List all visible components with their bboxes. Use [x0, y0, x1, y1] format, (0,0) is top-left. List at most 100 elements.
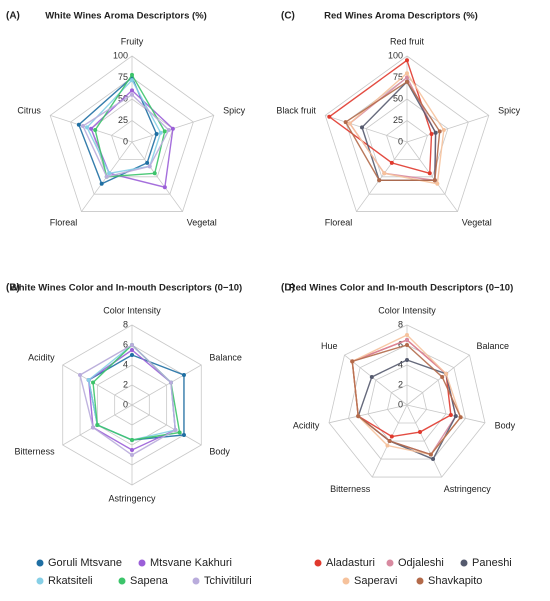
grid-line	[386, 120, 428, 160]
point	[405, 338, 409, 342]
chart-title: Red Wines Color and In-mouth Descriptors…	[289, 283, 514, 294]
point	[387, 439, 392, 444]
r-tick-label: 50	[393, 93, 403, 103]
legend-label: Aladasturi	[326, 557, 375, 569]
axis-label: Bitterness	[330, 484, 371, 494]
panel-label: (A)	[6, 11, 20, 22]
point	[130, 88, 134, 93]
point	[458, 415, 463, 420]
axis-label: Spicy	[223, 105, 246, 115]
axis-label: Body	[209, 446, 230, 456]
panel-label: (B)	[6, 283, 20, 294]
point	[154, 132, 159, 137]
axis-label: Floreal	[325, 217, 353, 227]
point	[453, 414, 458, 419]
point	[147, 164, 152, 169]
grid-line	[70, 77, 194, 195]
axis-label: Red fruit	[390, 36, 425, 46]
legend-marker	[118, 577, 126, 585]
point	[429, 132, 434, 137]
point	[91, 425, 96, 430]
spoke	[356, 141, 408, 212]
axis-label: Citrus	[17, 105, 41, 115]
point	[152, 171, 157, 176]
spoke	[344, 354, 408, 406]
point	[405, 58, 409, 63]
series-line	[90, 89, 174, 189]
r-tick-label: 4	[123, 359, 128, 369]
legend-label: Sapena	[130, 575, 169, 587]
legend-marker	[192, 577, 200, 585]
r-tick-label: 8	[398, 319, 403, 329]
r-tick-label: 0	[123, 399, 128, 409]
legend-marker	[416, 577, 424, 585]
legend-label: Tchivitiluri	[204, 575, 252, 587]
series-line	[94, 73, 166, 178]
series-line	[328, 59, 433, 175]
axis-label: Hue	[321, 341, 338, 351]
point	[181, 433, 186, 437]
legend-marker	[460, 559, 468, 567]
point	[107, 171, 112, 176]
r-tick-label: 75	[393, 72, 403, 82]
point	[377, 178, 382, 183]
axis-label: Color Intensity	[103, 305, 161, 315]
point	[91, 380, 96, 385]
series-line	[78, 76, 158, 185]
axis-label: Color Intensity	[378, 305, 436, 315]
r-tick-label: 75	[118, 72, 128, 82]
point	[389, 434, 394, 439]
grid-line	[387, 384, 427, 424]
series-line	[82, 93, 170, 178]
grid-line	[348, 344, 466, 460]
spoke	[406, 141, 458, 212]
legend-label: Odjaleshi	[398, 557, 444, 569]
point	[350, 359, 355, 364]
axis-label: Acidity	[293, 420, 320, 430]
panel-label: (C)	[281, 11, 295, 22]
point	[431, 457, 436, 462]
legend-marker	[386, 559, 394, 567]
point	[130, 353, 134, 357]
r-tick-label: 2	[123, 379, 128, 389]
point	[385, 443, 390, 448]
axis-label: Astringency	[444, 484, 492, 494]
point	[448, 413, 453, 418]
point	[418, 430, 423, 435]
point	[437, 129, 442, 134]
r-tick-label: 100	[388, 50, 403, 60]
grid-line	[367, 364, 447, 442]
r-tick-label: 2	[398, 379, 403, 389]
point	[99, 181, 104, 186]
point	[433, 130, 438, 135]
panel-label: (D)	[281, 283, 295, 294]
point	[130, 453, 134, 457]
point	[166, 128, 171, 133]
point	[130, 348, 134, 352]
grid-line	[49, 55, 215, 212]
spoke	[328, 404, 408, 424]
series-line	[351, 344, 462, 456]
legend-marker	[36, 559, 44, 567]
r-tick-label: 0	[398, 136, 403, 146]
spoke	[406, 404, 443, 478]
point	[130, 78, 134, 83]
point	[76, 122, 81, 127]
point	[162, 129, 167, 134]
point	[78, 373, 83, 377]
point	[85, 125, 90, 130]
r-tick-label: 8	[123, 319, 128, 329]
r-tick-label: 0	[123, 136, 128, 146]
axis-label: Floreal	[50, 217, 78, 227]
series-line	[344, 80, 441, 181]
spoke	[325, 115, 408, 143]
point	[405, 71, 409, 76]
point	[347, 121, 352, 126]
point	[181, 373, 186, 377]
point	[130, 92, 134, 97]
axis-label: Balance	[209, 352, 242, 362]
legend-label: Shavkapito	[428, 575, 482, 587]
r-tick-label: 4	[398, 359, 403, 369]
point	[369, 374, 374, 379]
